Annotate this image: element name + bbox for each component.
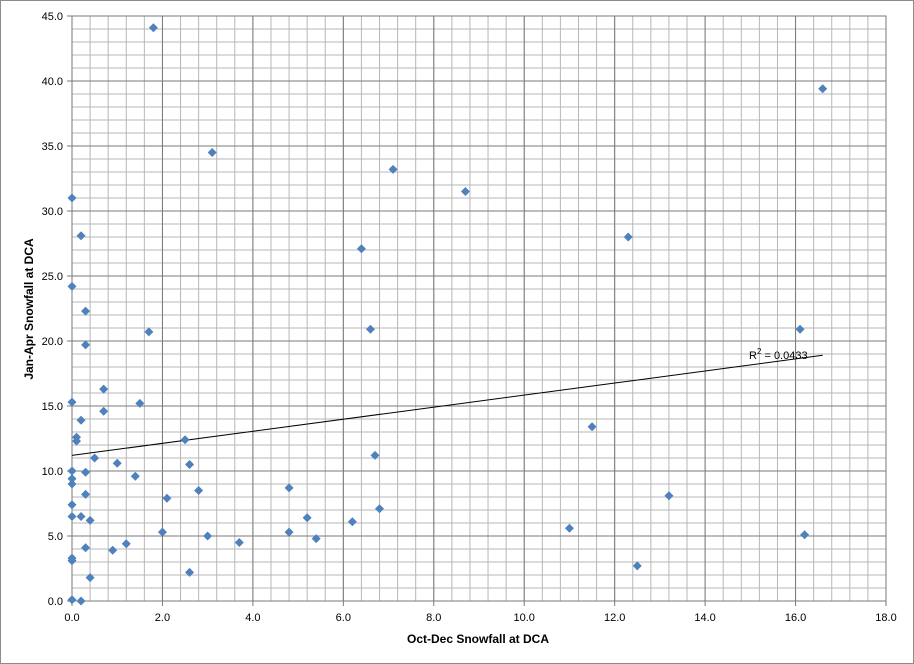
data-point-marker bbox=[185, 567, 195, 577]
plot-area-border bbox=[71, 15, 887, 602]
data-point-marker bbox=[162, 493, 172, 503]
data-point-marker bbox=[347, 517, 357, 527]
data-point-marker bbox=[207, 148, 217, 157]
data-point-marker bbox=[664, 491, 674, 501]
x-tick-label: 4.0 bbox=[245, 612, 260, 624]
x-axis-title: Oct-Dec Snowfall at DCA bbox=[407, 632, 549, 646]
data-point-marker bbox=[85, 573, 95, 583]
data-point-marker bbox=[121, 539, 131, 549]
data-point-marker bbox=[370, 450, 380, 460]
data-point-marker bbox=[67, 595, 77, 605]
data-point-marker bbox=[284, 527, 294, 537]
data-point-marker bbox=[148, 23, 158, 33]
data-point-marker bbox=[67, 479, 77, 489]
x-tick-label: 6.0 bbox=[336, 612, 351, 624]
data-point-marker bbox=[76, 415, 86, 425]
data-point-marker bbox=[81, 340, 91, 350]
r-squared-label: R2 = 0.0433 bbox=[749, 347, 808, 362]
y-axis-title: Jan-Apr Snowfall at DCA bbox=[22, 238, 36, 380]
data-point-marker bbox=[375, 504, 385, 514]
data-point-marker bbox=[144, 327, 154, 337]
data-point-marker bbox=[67, 474, 77, 484]
data-point-marker bbox=[185, 460, 195, 469]
data-point-marker bbox=[67, 397, 77, 407]
y-tick-label: 30.0 bbox=[42, 206, 63, 218]
data-point-marker bbox=[81, 467, 91, 477]
data-point-marker bbox=[90, 453, 100, 463]
minor-gridlines bbox=[72, 16, 886, 601]
data-point-marker bbox=[81, 543, 91, 553]
x-tick-label: 14.0 bbox=[694, 612, 715, 624]
y-tick-label: 40.0 bbox=[42, 76, 63, 88]
data-point-marker bbox=[99, 384, 109, 394]
data-point-marker bbox=[203, 531, 213, 541]
major-gridlines bbox=[72, 15, 887, 601]
x-tick-label: 10.0 bbox=[514, 612, 535, 624]
data-point-marker bbox=[67, 500, 77, 510]
x-tick-label: 12.0 bbox=[604, 612, 625, 624]
y-tick-label: 20.0 bbox=[42, 336, 63, 348]
data-point-marker bbox=[623, 232, 633, 242]
y-tick-label: 35.0 bbox=[42, 141, 63, 153]
y-tick-label: 15.0 bbox=[42, 401, 63, 413]
data-point-marker bbox=[388, 164, 398, 174]
data-point-marker bbox=[76, 512, 86, 521]
data-point-marker bbox=[67, 281, 77, 291]
data-point-marker bbox=[284, 483, 294, 493]
data-point-marker bbox=[311, 534, 321, 544]
data-point-marker bbox=[85, 515, 95, 525]
data-point-marker bbox=[135, 398, 145, 408]
trendline bbox=[71, 354, 823, 456]
data-point-marker bbox=[67, 466, 77, 476]
data-point-marker bbox=[157, 527, 167, 537]
data-point-marker bbox=[302, 513, 312, 523]
data-point-marker bbox=[564, 523, 574, 533]
data-point-marker bbox=[795, 324, 805, 334]
y-tick-label: 0.0 bbox=[48, 596, 63, 608]
y-tick-label: 5.0 bbox=[48, 531, 63, 543]
x-tick-label: 0.0 bbox=[64, 612, 79, 624]
data-point-marker bbox=[180, 435, 190, 445]
data-point-marker bbox=[112, 458, 122, 468]
data-point-marker bbox=[460, 187, 470, 196]
data-point-marker bbox=[76, 596, 86, 606]
y-tick-label: 25.0 bbox=[42, 271, 63, 283]
data-point-marker bbox=[67, 193, 77, 203]
x-tick-label: 18.0 bbox=[875, 612, 896, 624]
x-tick-label: 2.0 bbox=[155, 612, 170, 624]
data-point-marker bbox=[76, 231, 86, 241]
y-tick-label: 10.0 bbox=[42, 466, 63, 478]
y-tick-labels: 0.0 5.0 10.0 15.0 20.0 25.0 30.0 35.0 40.0 45.0 bbox=[42, 11, 63, 608]
data-point-marker bbox=[81, 306, 91, 316]
trendline-group bbox=[71, 354, 823, 456]
data-point-marker bbox=[234, 538, 244, 547]
data-point-marker bbox=[194, 486, 204, 495]
data-point-marker bbox=[67, 512, 77, 521]
axes bbox=[67, 15, 887, 606]
data-point-marker bbox=[99, 406, 109, 416]
data-points bbox=[67, 23, 828, 606]
data-point-marker bbox=[818, 84, 828, 94]
data-point-marker bbox=[356, 244, 366, 254]
x-tick-labels: 0.0 2.0 4.0 6.0 8.0 10.0 12.0 14.0 16.0 18.0 bbox=[64, 612, 896, 624]
y-tick-label: 45.0 bbox=[42, 11, 63, 23]
data-point-marker bbox=[72, 436, 82, 446]
data-point-marker bbox=[81, 489, 91, 499]
x-tick-label: 16.0 bbox=[785, 612, 806, 624]
x-tick-label: 8.0 bbox=[426, 612, 441, 624]
data-point-marker bbox=[108, 545, 118, 555]
data-point-marker bbox=[130, 471, 140, 481]
data-point-marker bbox=[587, 422, 597, 432]
data-point-marker bbox=[632, 561, 642, 571]
data-point-marker bbox=[800, 530, 810, 540]
data-point-marker bbox=[67, 556, 77, 566]
data-point-marker bbox=[365, 324, 375, 334]
